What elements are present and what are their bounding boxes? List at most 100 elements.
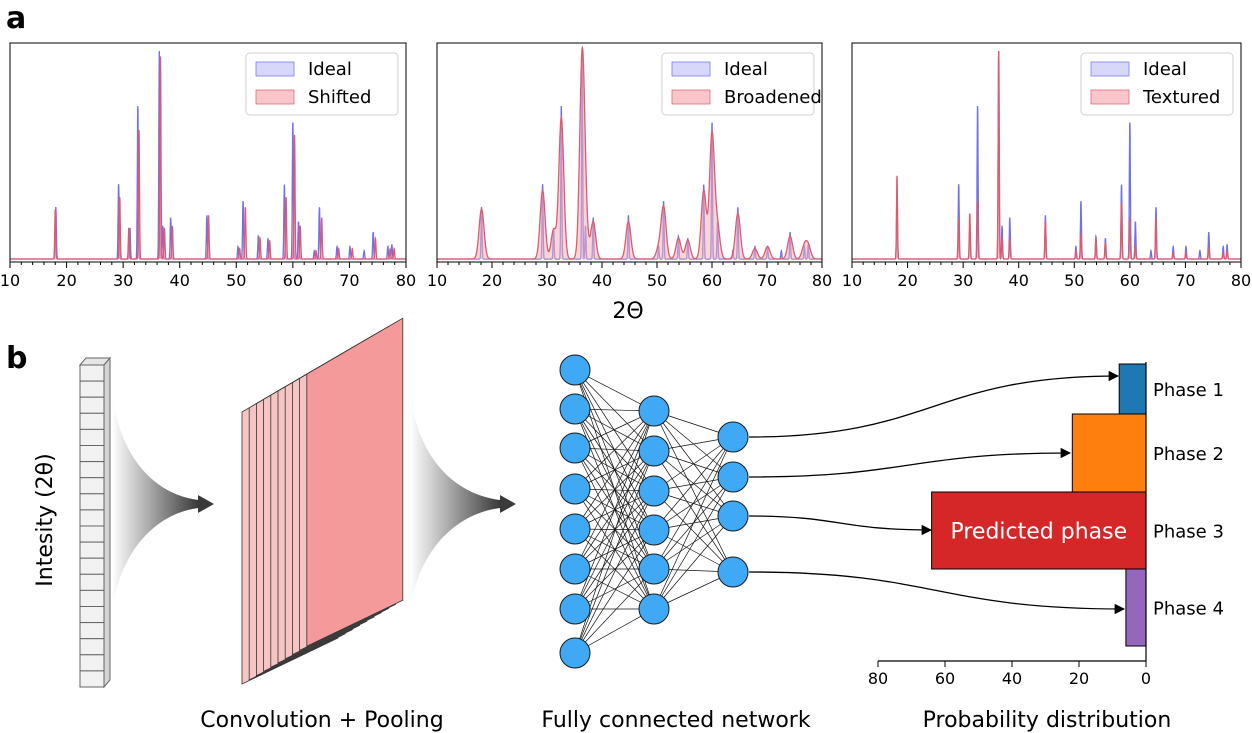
legend-label: Ideal: [308, 59, 352, 80]
x-tick-label: 50: [226, 271, 246, 290]
phase-label: Phase 4: [1153, 599, 1224, 620]
input-cell: [79, 541, 105, 559]
prob-chart-x-tick-label: 60: [935, 669, 955, 688]
network-node: [638, 553, 670, 585]
network-node: [638, 514, 670, 546]
input-cell: [79, 622, 105, 640]
x-tick-label: 20: [482, 271, 502, 290]
network-edge: [574, 410, 655, 530]
network-edge: [574, 529, 655, 610]
network-node: [717, 421, 749, 453]
funnel-shape-1: [112, 395, 198, 610]
output-arrow: [748, 515, 933, 536]
input-vector-side-face: [103, 356, 111, 689]
phase-label: Phase 3: [1153, 522, 1224, 543]
network-node: [559, 432, 591, 464]
network-edge: [574, 450, 655, 610]
input-cell: [79, 461, 105, 479]
legend-swatch: [255, 61, 295, 77]
network-edge: [653, 450, 734, 573]
plot-broadened-frame: [436, 42, 823, 263]
phase-label: Phase 2: [1153, 444, 1224, 465]
legend-label: Textured: [1142, 87, 1220, 108]
network-edge: [653, 410, 734, 573]
network-node: [559, 354, 591, 386]
input-intensity-vector: [78, 356, 112, 689]
network-edge: [574, 529, 655, 654]
network-node: [638, 475, 670, 507]
input-cell: [79, 380, 105, 398]
plot-shifted-frame: [9, 42, 407, 263]
x-tick-label: 80: [812, 271, 832, 290]
convolution-feature-maps: [241, 317, 404, 685]
network-edge: [653, 436, 734, 610]
input-cell: [79, 525, 105, 543]
input-cell: [79, 573, 105, 591]
x-tick-label: 20: [56, 271, 76, 290]
network-node: [717, 556, 749, 588]
network-node: [559, 513, 591, 545]
input-cell: [79, 670, 105, 688]
network-edge: [653, 490, 734, 573]
xrd-plot-broadened: 10 20 30 40 50 60 70 80 Ideal Broadened: [427, 42, 832, 290]
output-arrows: [748, 370, 1126, 615]
x-tick-label: 70: [757, 271, 777, 290]
caption-fully-connected-network: Fully connected network: [541, 708, 810, 733]
legend-label: Broadened: [724, 87, 822, 108]
plot-broadened-series-2-line: [437, 45, 822, 260]
x-tick-label: 50: [647, 271, 667, 290]
x-tick-label: 10: [0, 271, 20, 290]
x-axis-title: 2Θ: [612, 299, 643, 324]
input-cell: [79, 509, 105, 527]
xrd-plot-textured: 10 20 30 40 50 60 70 80 Ideal Textured: [842, 42, 1251, 290]
input-cell: [79, 428, 105, 446]
input-cell: [79, 477, 105, 495]
network-edge: [574, 410, 655, 570]
input-cell: [79, 396, 105, 414]
input-cell: [79, 654, 105, 672]
x-tick-label: 10: [842, 271, 862, 290]
legend-swatch: [671, 61, 711, 77]
network-node: [717, 500, 749, 532]
network-edge: [653, 515, 734, 610]
network-edge: [574, 410, 655, 490]
plot-textured-series-2-line: [852, 50, 1241, 260]
input-cell: [79, 493, 105, 511]
x-tick-label: 50: [1064, 271, 1084, 290]
probability-bar-chart: Phase 1 Phase 2 Phase 3 Predicted phase Phas…: [868, 362, 1224, 688]
x-tick-label: 40: [592, 271, 612, 290]
network-edge: [574, 447, 655, 531]
funnel-arrow-1: [198, 495, 214, 513]
legend-swatch: [1090, 89, 1130, 105]
legend-swatch: [671, 89, 711, 105]
input-cell: [79, 606, 105, 624]
network-node: [559, 553, 591, 585]
output-arrow: [748, 571, 1126, 615]
network-node: [638, 593, 670, 625]
funnel-shape-2: [410, 395, 500, 610]
prob-chart-x-tick-label: 40: [1002, 669, 1022, 688]
probability-bar: [1118, 363, 1147, 415]
x-tick-label: 40: [1009, 271, 1029, 290]
x-tick-label: 60: [702, 271, 722, 290]
network-node: [717, 461, 749, 493]
input-cell: [79, 364, 105, 382]
input-cell: [79, 589, 105, 608]
feature-map: [306, 317, 404, 647]
x-tick-label: 40: [170, 271, 190, 290]
x-tick-label: 30: [953, 271, 973, 290]
input-cell: [79, 638, 105, 656]
network-node: [559, 393, 591, 425]
legend-swatch: [255, 89, 295, 105]
x-tick-label: 70: [339, 271, 359, 290]
predicted-phase-label: Predicted phase: [950, 520, 1127, 545]
network-edge: [574, 568, 655, 654]
x-tick-label: 80: [1231, 271, 1251, 290]
network-edge: [574, 488, 655, 570]
network-edge: [574, 447, 655, 610]
legend-label: Ideal: [724, 59, 768, 80]
phase-label: Phase 1: [1153, 380, 1224, 401]
plot-shifted-series-2-line: [10, 56, 406, 260]
network-edge: [653, 436, 734, 531]
network-edge: [574, 490, 655, 610]
